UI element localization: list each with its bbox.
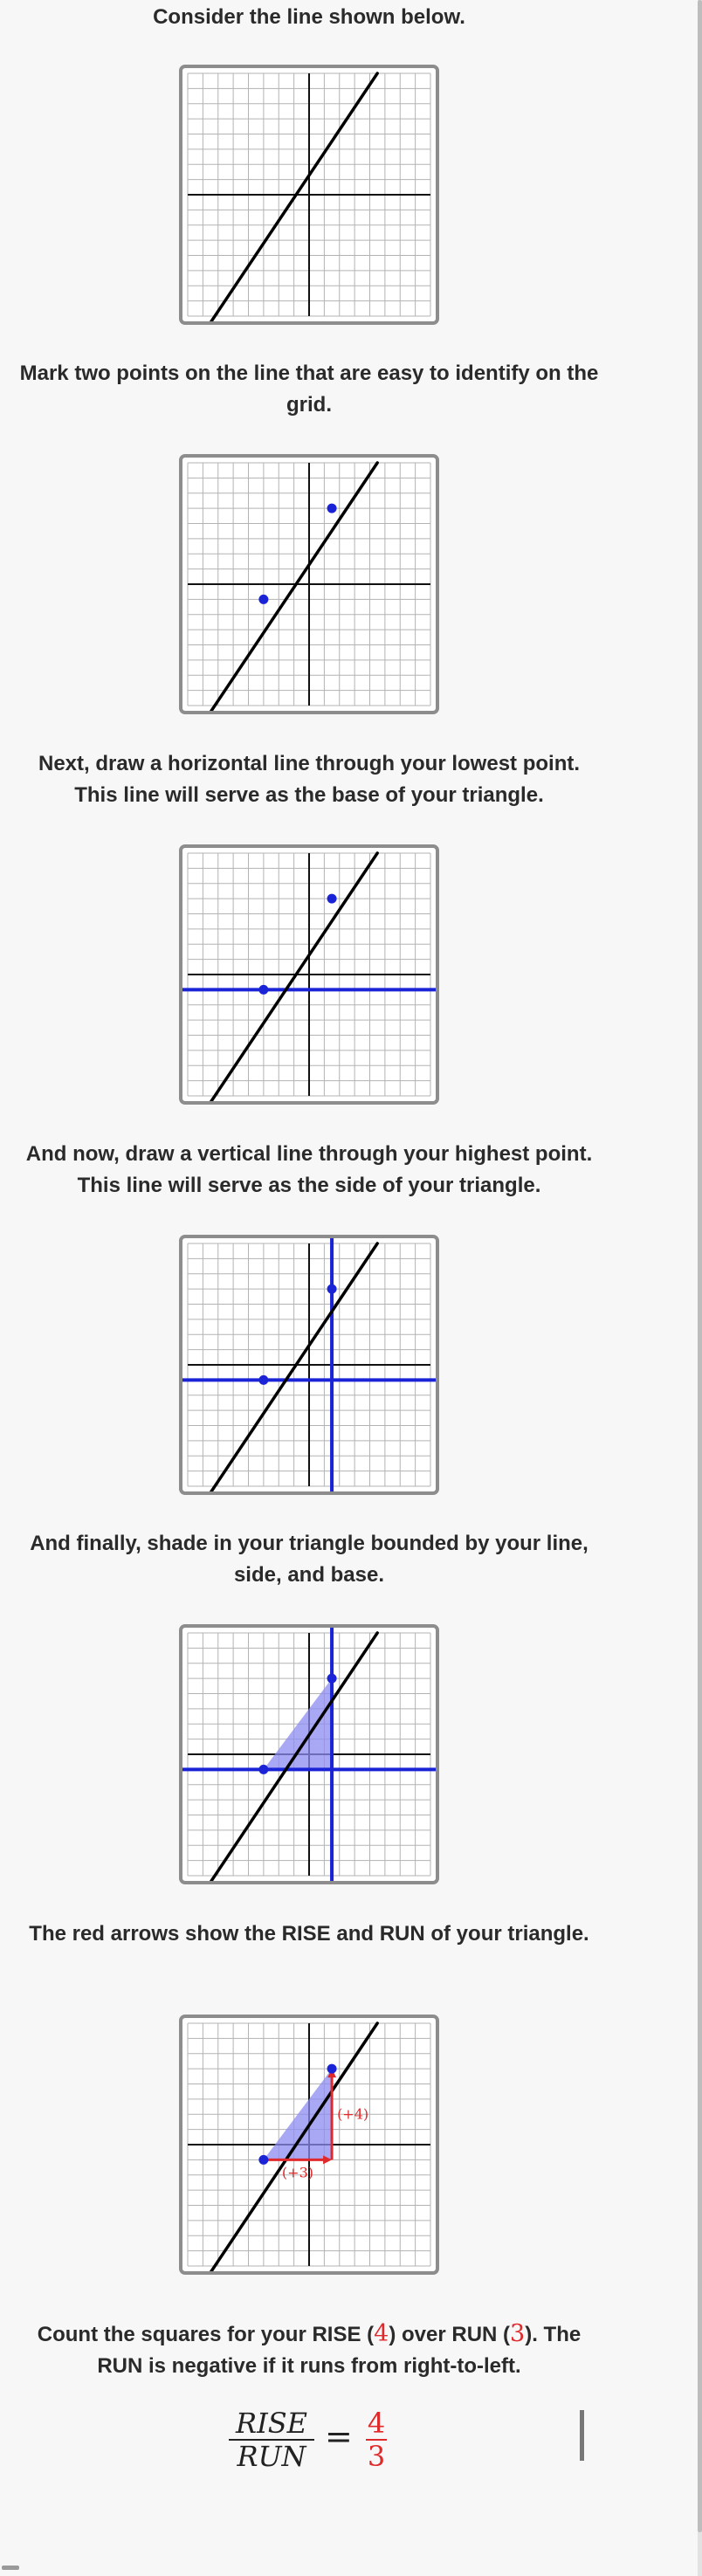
slope-triangle — [263, 1678, 333, 1770]
coordinate-graph — [179, 65, 439, 325]
text-cursor — [580, 2410, 584, 2461]
rise-over-run-fraction: RISE RUN — [229, 2408, 314, 2471]
slope-value-fraction: 4 3 — [366, 2408, 387, 2471]
run-arrowhead-icon — [323, 2155, 333, 2165]
low-point — [258, 594, 269, 604]
graph-svg — [182, 851, 436, 1101]
high-point — [327, 1673, 337, 1684]
coordinate-graph — [179, 844, 439, 1105]
coordinate-graph: (+4) (+3) — [179, 2015, 439, 2275]
coordinate-graph — [179, 1235, 439, 1495]
given-line — [209, 1631, 379, 1881]
rise-text: RISE — [235, 2407, 307, 2440]
final-caption-end: ). The RUN is negative if it runs from r… — [97, 2323, 582, 2378]
high-point — [327, 503, 337, 513]
final-caption: Count the squares for your RISE (4) over… — [17, 2318, 601, 2382]
coordinate-graph — [179, 1624, 439, 1884]
slope-numerator: 4 — [367, 2407, 386, 2440]
graph-svg — [182, 1238, 436, 1491]
step-caption: Next, draw a horizontal line through you… — [38, 752, 581, 807]
final-caption-mid: ) over RUN ( — [389, 2323, 511, 2346]
given-line — [209, 72, 379, 321]
step-caption: Mark two points on the line that are eas… — [19, 362, 599, 417]
graph-svg — [187, 72, 431, 321]
high-point — [327, 1284, 337, 1294]
low-point — [258, 1764, 269, 1774]
scrollbar-thumb[interactable] — [698, 0, 702, 2532]
slope-formula: RISE RUN = 4 3 — [229, 2408, 403, 2471]
final-run-value: 3 — [510, 2320, 526, 2347]
step-caption: And now, draw a vertical line through yo… — [25, 1142, 593, 1197]
given-line — [209, 1242, 379, 1491]
slope-triangle — [263, 2069, 333, 2160]
given-line — [209, 2022, 379, 2271]
step-caption: The red arrows show the RISE and RUN of … — [29, 1922, 589, 1946]
graph-svg — [187, 461, 431, 711]
coordinate-graph — [179, 454, 439, 714]
low-point — [258, 984, 269, 995]
equals-sign: = — [325, 2417, 353, 2455]
high-point — [327, 2063, 337, 2074]
resize-handle-icon — [2, 2566, 19, 2570]
graph-svg — [182, 1628, 436, 1881]
low-point — [258, 2154, 269, 2165]
slope-denominator: 3 — [367, 2440, 386, 2473]
run-text: RUN — [237, 2440, 306, 2473]
given-line — [209, 851, 379, 1101]
graph-svg: (+4) (+3) — [187, 2022, 431, 2271]
low-point — [258, 1374, 269, 1385]
given-line — [209, 461, 379, 711]
final-caption-start: Count the squares for your RISE ( — [37, 2323, 375, 2346]
step-caption: And finally, shade in your triangle boun… — [30, 1532, 588, 1587]
final-rise-value: 4 — [374, 2320, 389, 2347]
run-label: (+3) — [282, 2164, 313, 2180]
high-point — [327, 893, 337, 904]
step-caption: Consider the line shown below. — [153, 5, 465, 29]
rise-label: (+4) — [337, 2105, 368, 2122]
